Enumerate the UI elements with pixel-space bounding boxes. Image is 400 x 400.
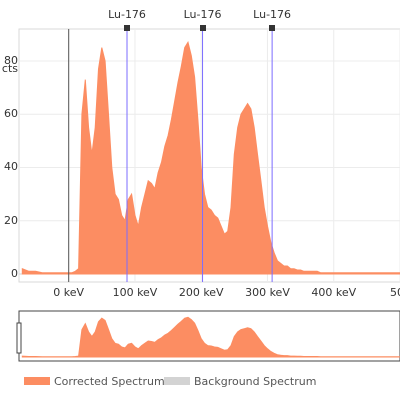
marker-label-3[interactable]: Lu-176	[253, 8, 292, 21]
x-tick-400: 400 keV	[311, 286, 357, 299]
y-unit-label: cts	[1, 62, 18, 75]
navigator-spectrum-area	[21, 316, 400, 358]
legend-corrected[interactable]: Corrected Spectrum	[24, 374, 165, 388]
y-tick-80: 80	[4, 53, 18, 67]
navigator-frame[interactable]	[18, 310, 400, 362]
legend-swatch-background	[164, 377, 190, 385]
spectrum-chart[interactable]	[0, 0, 400, 300]
x-tick-300: 300 keV	[245, 286, 290, 299]
y-tick-20: 20	[4, 213, 18, 227]
marker-label-1[interactable]: Lu-176	[108, 8, 146, 21]
x-tick-500: 500	[390, 286, 400, 299]
x-tick-0: 0 keV	[53, 286, 85, 299]
legend-label-corrected: Corrected Spectrum	[54, 374, 165, 388]
legend-background[interactable]: Background Spectrum	[164, 374, 316, 388]
y-tick-0: 0	[11, 267, 18, 280]
corrected-spectrum-area	[21, 41, 400, 275]
navigator-left-handle[interactable]	[16, 322, 22, 354]
y-tick-60: 60	[4, 107, 18, 121]
marker-handle-3[interactable]	[269, 25, 276, 31]
legend-label-background: Background Spectrum	[194, 374, 317, 388]
marker-label-2[interactable]: Lu-176	[183, 8, 222, 21]
x-tick-200: 200 keV	[178, 286, 224, 299]
marker-handle-1[interactable]	[124, 25, 130, 31]
y-tick-40: 40	[4, 160, 18, 174]
legend-swatch-corrected	[24, 377, 50, 385]
marker-handle-2[interactable]	[199, 25, 206, 31]
marker-lines	[126, 29, 273, 282]
x-tick-100: 100 keV	[112, 286, 158, 299]
